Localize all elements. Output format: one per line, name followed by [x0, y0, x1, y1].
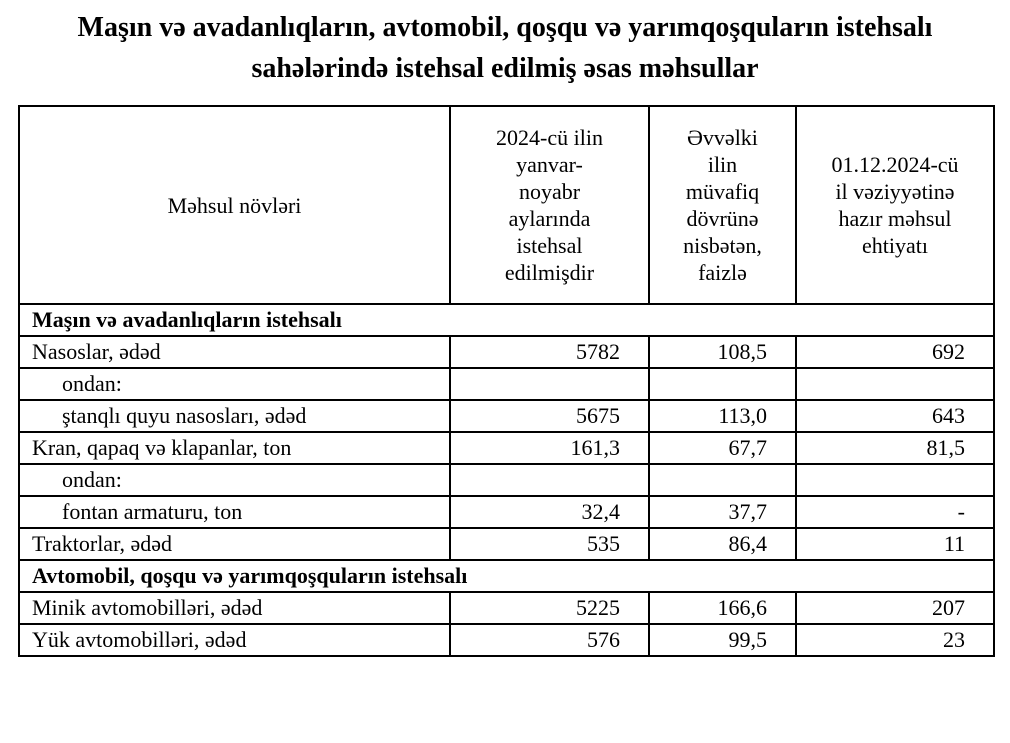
table-row: ondan:: [18, 463, 995, 498]
produced-value-cell: 5225: [449, 591, 650, 626]
percent-value-cell: [648, 367, 797, 402]
percent-value-cell: 166,6: [648, 591, 797, 626]
stock-value-cell: 11: [795, 527, 995, 562]
percent-value-cell: 37,7: [648, 495, 797, 530]
percent-value-cell: 86,4: [648, 527, 797, 562]
percent-value-cell: 99,5: [648, 623, 797, 658]
product-name-cell: Kran, qapaq və klapanlar, ton: [18, 431, 451, 466]
product-name-cell: ondan:: [18, 463, 451, 498]
stock-value-cell: [795, 463, 995, 498]
percent-value-cell: 113,0: [648, 399, 797, 434]
table-header-row: Məhsul növləri 2024-cü ilin yanvar- noya…: [18, 105, 995, 306]
stock-value-cell: 23: [795, 623, 995, 658]
produced-value-cell: 161,3: [449, 431, 650, 466]
stock-value-cell: -: [795, 495, 995, 530]
header-product-types: Məhsul növləri: [18, 105, 451, 306]
product-name-cell: ştanqlı quyu nasosları, ədəd: [18, 399, 451, 434]
stock-value-cell: 692: [795, 335, 995, 370]
table-row: Nasoslar, ədəd 5782 108,5 692: [18, 335, 995, 370]
product-name-cell: Nasoslar, ədəd: [18, 335, 451, 370]
product-name-cell: fontan armaturu, ton: [18, 495, 451, 530]
table-row: Kran, qapaq və klapanlar, ton 161,3 67,7 81…: [18, 431, 995, 466]
table-body: Maşın və avadanlıqların istehsalı Nasosla…: [18, 303, 995, 658]
product-name-cell: Yük avtomobilləri, ədəd: [18, 623, 451, 658]
section-label: Maşın və avadanlıqların istehsalı: [18, 303, 995, 338]
table-row: Traktorlar, ədəd 535 86,4 11: [18, 527, 995, 562]
section-row: Maşın və avadanlıqların istehsalı: [18, 303, 995, 338]
produced-value-cell: 5782: [449, 335, 650, 370]
section-label: Avtomobil, qoşqu və yarımqoşquların iste…: [18, 559, 995, 594]
percent-value-cell: 108,5: [648, 335, 797, 370]
produced-value-cell: 32,4: [449, 495, 650, 530]
section-row: Avtomobil, qoşqu və yarımqoşquların iste…: [18, 559, 995, 594]
table-row: fontan armaturu, ton 32,4 37,7-: [18, 495, 995, 530]
product-name-cell: ondan:: [18, 367, 451, 402]
produced-value-cell: 576: [449, 623, 650, 658]
header-percent-prev-year: Əvvəlki ilin müvafiq dövrünə nisbətən, f…: [648, 105, 797, 306]
produced-value-cell: 5675: [449, 399, 650, 434]
production-table: Məhsul növləri 2024-cü ilin yanvar- noya…: [18, 105, 995, 658]
produced-value-cell: [449, 463, 650, 498]
table-row: ştanqlı quyu nasosları, ədəd 5675 113,0 643: [18, 399, 995, 434]
stock-value-cell: [795, 367, 995, 402]
product-name-cell: Minik avtomobilləri, ədəd: [18, 591, 451, 626]
percent-value-cell: 67,7: [648, 431, 797, 466]
table-row: ondan:: [18, 367, 995, 402]
product-name-cell: Traktorlar, ədəd: [18, 527, 451, 562]
stock-value-cell: 643: [795, 399, 995, 434]
stock-value-cell: 207: [795, 591, 995, 626]
table-row: Yük avtomobilləri, ədəd 576 99,5 23: [18, 623, 995, 658]
header-stock: 01.12.2024-cü il vəziyyətinə hazır məhsu…: [795, 105, 995, 306]
percent-value-cell: [648, 463, 797, 498]
header-produced: 2024-cü ilin yanvar- noyabr aylarında is…: [449, 105, 650, 306]
table-row: Minik avtomobilləri, ədəd 5225 166,6 207: [18, 591, 995, 626]
stock-value-cell: 81,5: [795, 431, 995, 466]
produced-value-cell: 535: [449, 527, 650, 562]
produced-value-cell: [449, 367, 650, 402]
page-title: Maşın və avadanlıqların, avtomobil, qoşq…: [77, 12, 933, 84]
